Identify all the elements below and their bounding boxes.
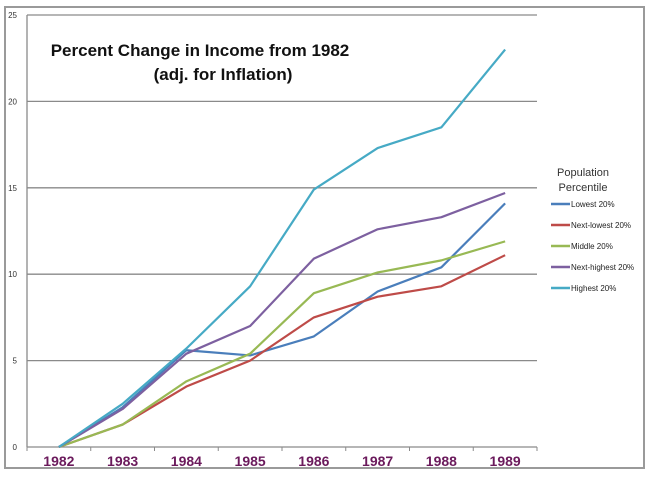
y-tick-label: 20 <box>8 97 17 106</box>
y-tick-label: 25 <box>8 11 17 20</box>
legend-item-label: Highest 20% <box>571 284 616 293</box>
series-line-middle <box>58 240 506 449</box>
x-tick-label: 1983 <box>107 453 138 469</box>
chart-frame <box>4 6 645 469</box>
series-line-next-highest <box>58 191 506 448</box>
series-line-lowest <box>58 202 506 448</box>
legend-item-label: Next-highest 20% <box>571 263 634 272</box>
y-tick-label: 5 <box>13 357 18 366</box>
x-tick-label: 1982 <box>43 453 74 469</box>
legend-title-line2: Percentile <box>559 182 608 194</box>
legend-title-line1: Population <box>557 167 609 179</box>
chart-title: Percent Change in Income from 1982 <box>51 41 350 60</box>
chart-subtitle: (adj. for Inflation) <box>154 65 293 84</box>
series-line-highest <box>58 48 506 448</box>
legend-item-label: Next-lowest 20% <box>571 221 631 230</box>
y-tick-label: 10 <box>8 270 17 279</box>
x-tick-label: 1987 <box>362 453 393 469</box>
series-line-next-lowest <box>58 254 506 449</box>
legend: Population Percentile Lowest 20% Next-low… <box>551 167 634 293</box>
y-tick-label: 15 <box>8 184 17 193</box>
x-tick-label: 1989 <box>490 453 521 469</box>
x-tick-label: 1988 <box>426 453 457 469</box>
x-tick-label: 1986 <box>298 453 329 469</box>
x-tick-label: 1984 <box>171 453 202 469</box>
legend-item-label: Middle 20% <box>571 242 613 251</box>
x-tick-label: 1985 <box>235 453 266 469</box>
y-tick-label: 0 <box>13 443 18 452</box>
legend-item-label: Lowest 20% <box>571 200 615 209</box>
